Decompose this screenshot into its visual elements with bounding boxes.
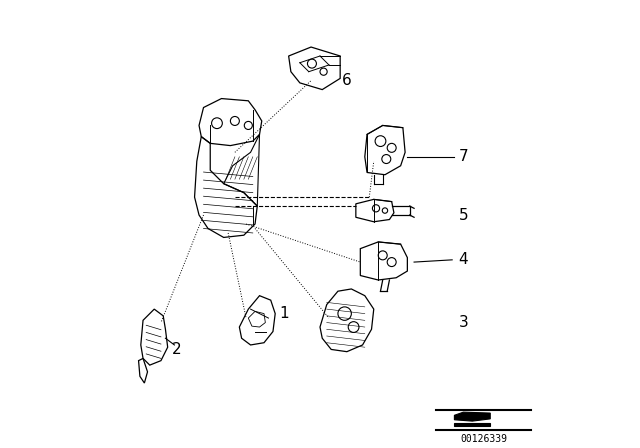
Polygon shape — [454, 412, 490, 421]
Text: 7: 7 — [458, 149, 468, 164]
Text: 4: 4 — [458, 252, 468, 267]
Text: 2: 2 — [172, 342, 182, 357]
Text: 3: 3 — [458, 315, 468, 330]
Text: 5: 5 — [458, 207, 468, 223]
Text: 00126339: 00126339 — [460, 434, 507, 444]
Polygon shape — [454, 423, 490, 426]
Text: 1: 1 — [279, 306, 289, 321]
Text: 6: 6 — [342, 73, 352, 88]
